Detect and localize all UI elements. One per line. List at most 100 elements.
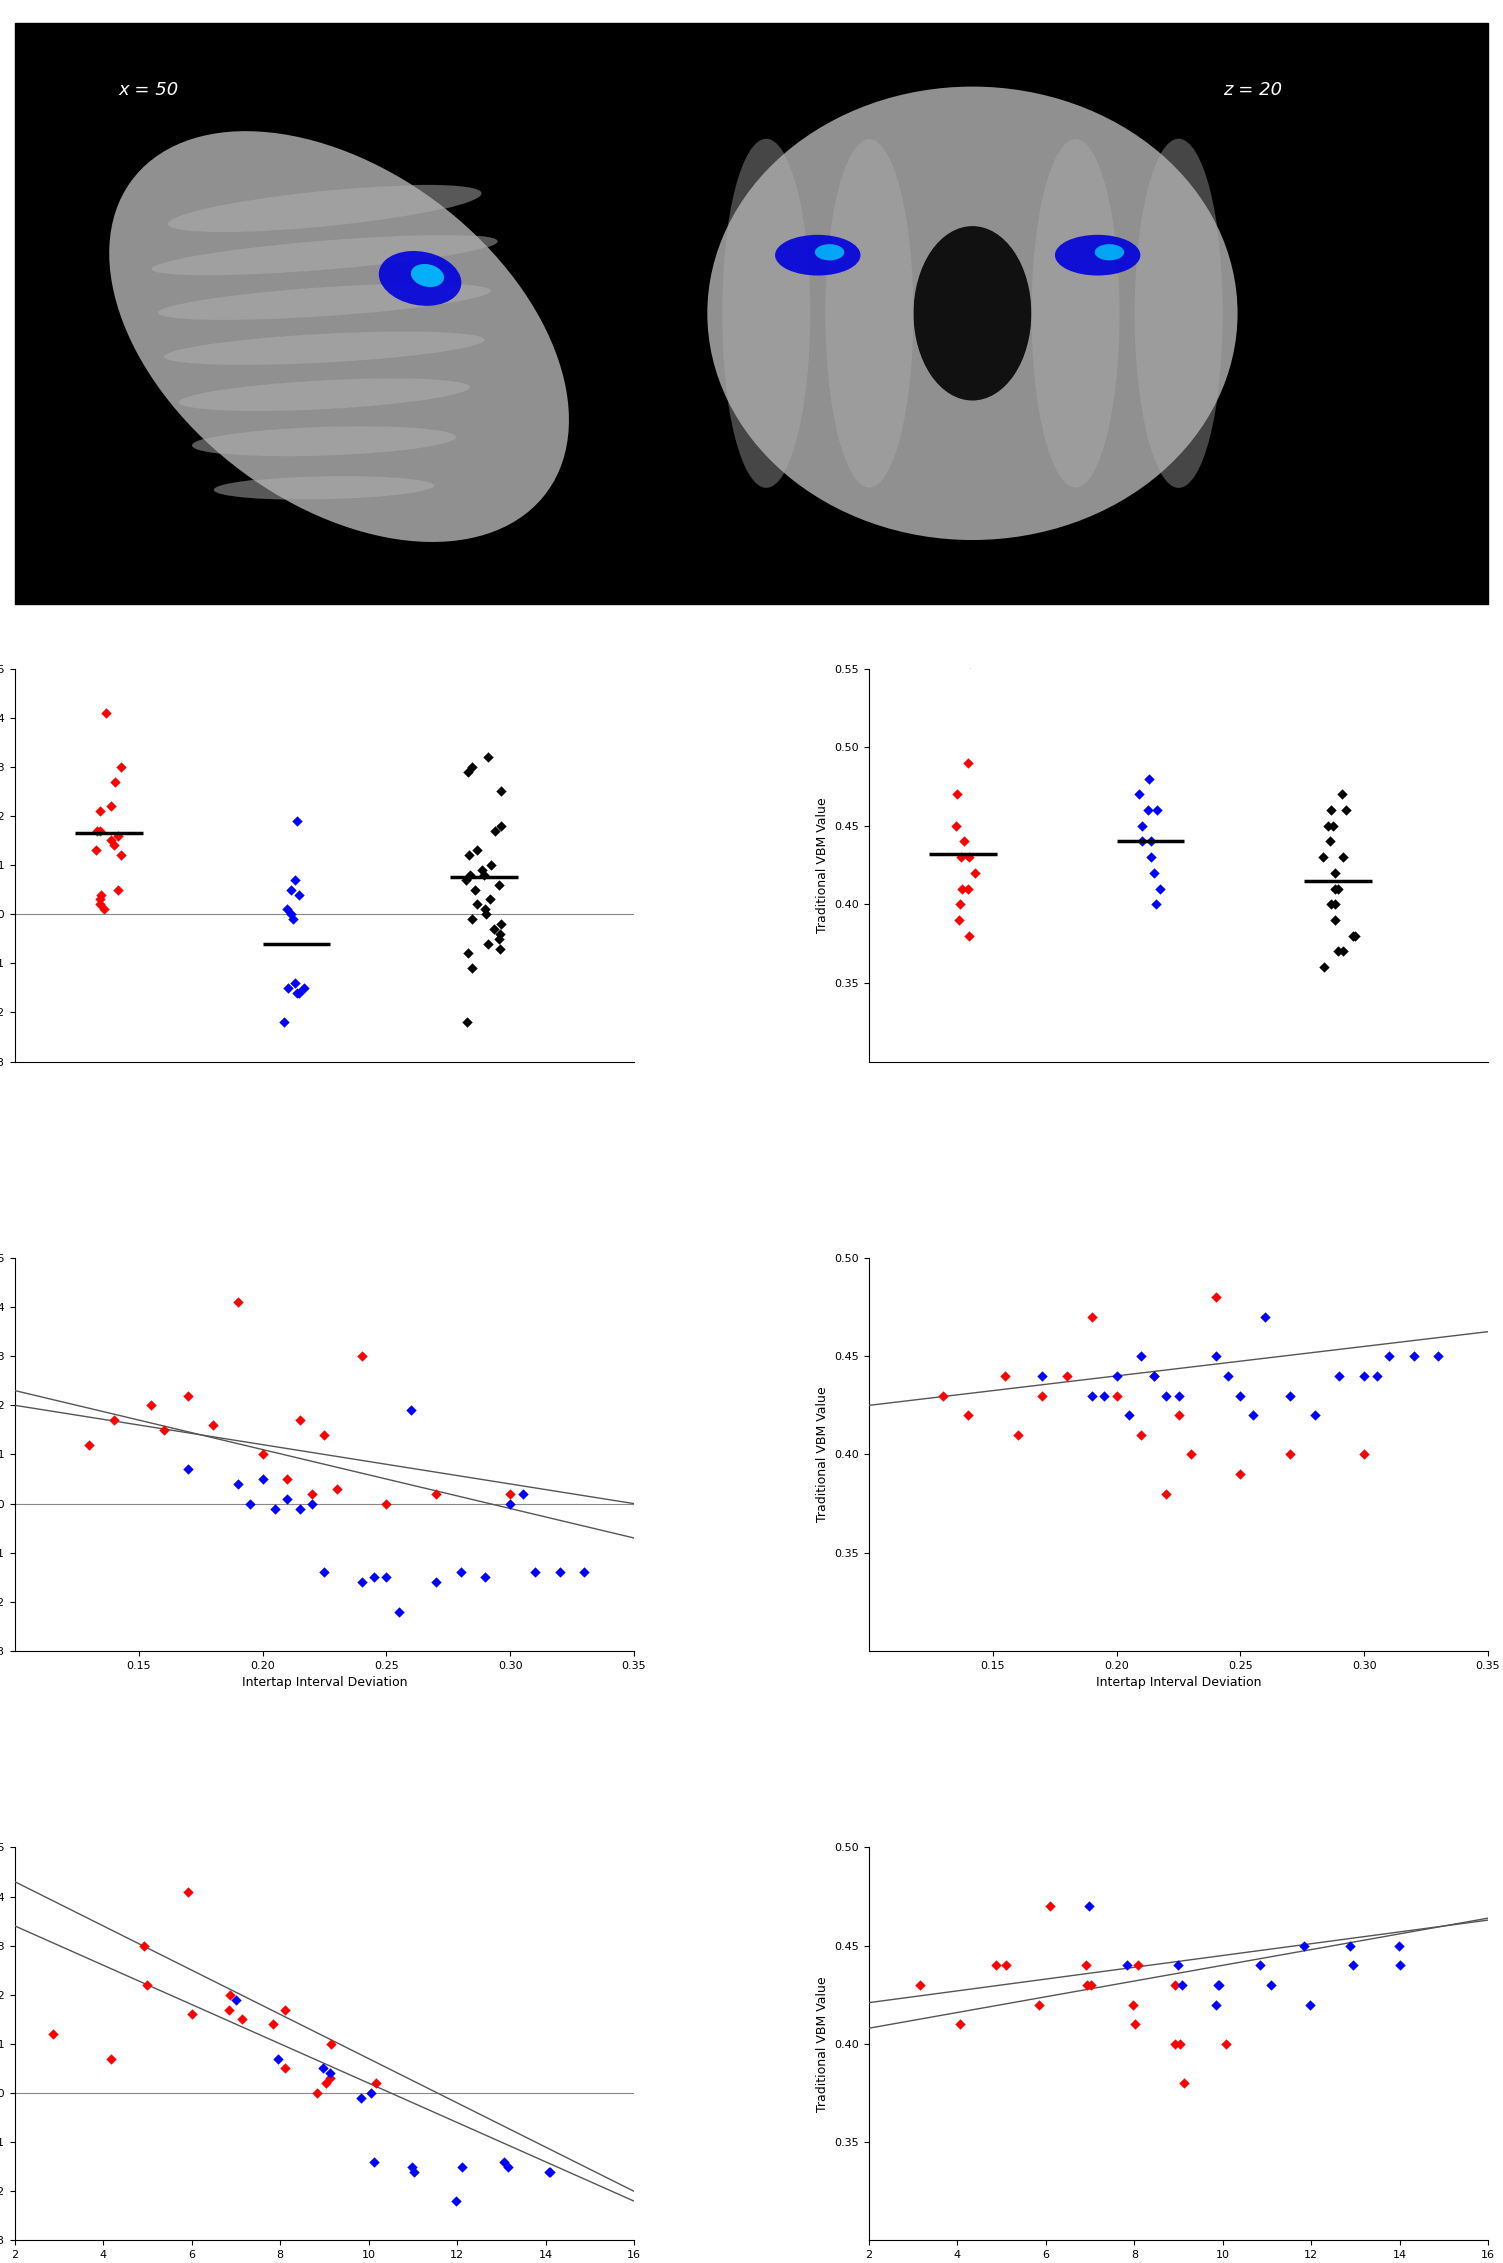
Point [1142, 1358, 1166, 1394]
Point [945, 776, 969, 812]
Point [1126, 1946, 1150, 1982]
Point [1136, 760, 1160, 797]
Point [1321, 808, 1345, 844]
Point [1216, 1358, 1240, 1394]
Ellipse shape [1135, 138, 1223, 489]
Point [287, 975, 311, 1012]
Point [1312, 948, 1336, 984]
Point [277, 971, 301, 1007]
Point [201, 1408, 225, 1444]
Point [443, 2184, 467, 2220]
Point [349, 2080, 373, 2116]
Ellipse shape [192, 425, 457, 457]
Point [362, 1559, 386, 1595]
Point [400, 2148, 424, 2184]
Point [1323, 887, 1347, 923]
Point [319, 2055, 343, 2091]
Point [1115, 1946, 1139, 1982]
Point [1142, 855, 1166, 892]
Point [464, 887, 488, 923]
Point [424, 1475, 448, 1512]
Point [251, 1462, 275, 1498]
Ellipse shape [158, 283, 491, 319]
Ellipse shape [825, 138, 914, 489]
Point [107, 817, 131, 853]
Point [287, 876, 311, 912]
Point [1031, 1378, 1055, 1414]
Point [89, 880, 113, 917]
Point [1166, 1946, 1190, 1982]
Point [1341, 1946, 1365, 1982]
Point [1105, 1378, 1129, 1414]
Point [99, 821, 123, 858]
Point [449, 2148, 473, 2184]
Point [1377, 1337, 1401, 1374]
Point [400, 1392, 424, 1428]
Point [490, 905, 514, 941]
Point [1402, 1337, 1426, 1374]
Point [1127, 776, 1151, 812]
Point [1121, 1987, 1145, 2023]
Point [272, 2050, 296, 2086]
Point [476, 740, 500, 776]
Point [1075, 1967, 1099, 2003]
Point [511, 1475, 535, 1512]
Point [573, 1555, 597, 1591]
Point [460, 749, 484, 785]
Point [1241, 1396, 1266, 1432]
Point [487, 867, 511, 903]
Point [993, 1946, 1018, 1982]
Point [1365, 1358, 1389, 1394]
Point [102, 828, 126, 864]
Point [1320, 792, 1344, 828]
Point [1145, 792, 1169, 828]
Point [224, 1982, 248, 2019]
Point [487, 930, 511, 966]
Point [301, 1475, 325, 1512]
Point [251, 1437, 275, 1473]
Ellipse shape [1031, 138, 1120, 489]
Point [1342, 919, 1366, 955]
Point [1142, 1358, 1166, 1394]
Point [77, 1426, 101, 1462]
Point [364, 2066, 388, 2102]
Ellipse shape [152, 235, 497, 276]
Point [1136, 792, 1160, 828]
Point [1139, 824, 1163, 860]
Point [1154, 1378, 1178, 1414]
Point [464, 833, 488, 869]
Point [311, 2050, 335, 2086]
Point [237, 1485, 262, 1521]
Point [908, 1967, 932, 2003]
Point [225, 1466, 249, 1503]
Point [1129, 1417, 1153, 1453]
Point [41, 2016, 65, 2053]
Point [281, 901, 305, 937]
Text: x = 50: x = 50 [119, 81, 179, 100]
Point [401, 2154, 425, 2191]
Point [1278, 1437, 1302, 1473]
Point [1076, 1887, 1100, 1924]
Point [275, 892, 299, 928]
Point [263, 1491, 287, 1528]
Point [455, 754, 479, 790]
Point [1079, 1967, 1103, 2003]
Point [105, 871, 129, 907]
Point [314, 2066, 338, 2102]
Point [140, 1387, 164, 1423]
Point [491, 2143, 516, 2179]
Point [313, 1417, 337, 1453]
Point [488, 917, 513, 953]
Point [956, 871, 980, 907]
Ellipse shape [167, 186, 481, 233]
Point [266, 2041, 290, 2077]
Point [176, 1378, 200, 1414]
Point [1178, 1437, 1202, 1473]
Point [86, 812, 110, 849]
Point [1093, 1378, 1117, 1414]
Point [478, 880, 502, 917]
Point [1318, 824, 1342, 860]
Point [1139, 840, 1163, 876]
Point [272, 1991, 296, 2028]
Point [1323, 871, 1347, 907]
